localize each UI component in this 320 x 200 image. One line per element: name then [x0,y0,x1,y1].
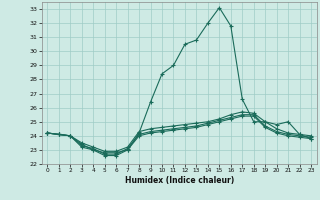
X-axis label: Humidex (Indice chaleur): Humidex (Indice chaleur) [124,176,234,185]
